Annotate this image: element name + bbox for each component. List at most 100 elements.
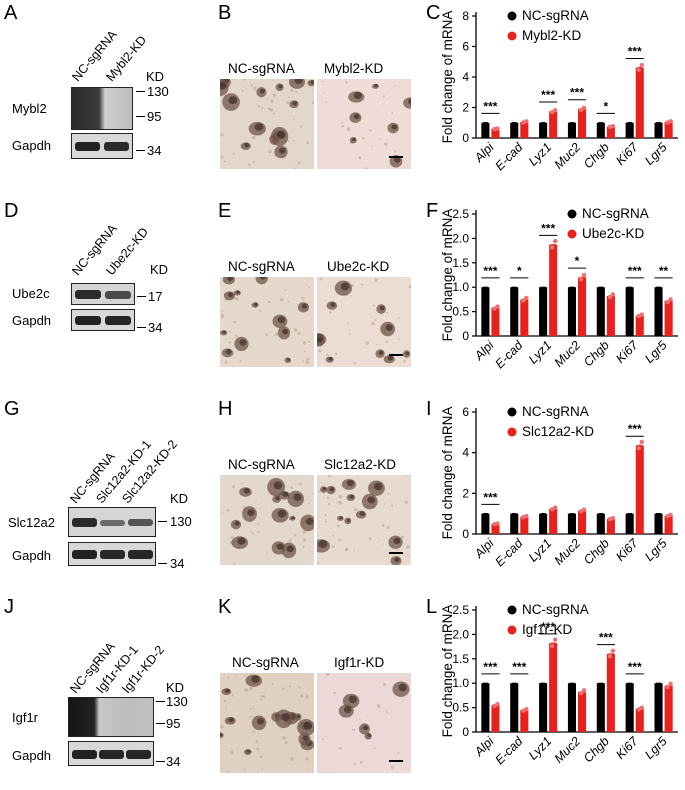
bar [539,122,548,138]
bar [510,683,519,732]
x-tick-label: E-cad [492,337,526,371]
panel-label-c: C [426,2,441,24]
bar [491,523,500,534]
significance-label: * [604,99,609,113]
protein-label-mybl2: Mybl2 [12,101,47,116]
data-point [578,276,584,282]
western-blot-gapdh [68,741,154,766]
bar [635,315,644,336]
panel-label-f: F [426,200,439,222]
bar [481,683,490,732]
marker-130: 130 [166,694,188,709]
y-tick-label: 2.0 [452,627,469,641]
significance-label: ** [659,264,669,278]
western-blot-igf1r [68,697,154,737]
x-tick-label: Chgb [581,734,612,765]
bar [625,287,634,336]
x-tick-label: E-cad [492,733,526,767]
micrograph-control [220,277,314,367]
y-axis-label: Fold change of mRNA [440,11,455,144]
data-point [521,298,526,303]
panel-label-e: E [218,200,232,222]
data-point [636,446,641,451]
bar [578,109,587,138]
x-tick-label: Muc2 [552,734,584,766]
legend-label: Igf1r-KD [522,622,573,637]
x-tick-label: Lyz1 [526,734,554,762]
x-tick-label: Muc2 [552,338,584,370]
bar [567,122,576,138]
bar [606,518,615,534]
bar [510,287,519,336]
y-tick-label: 2.5 [452,603,469,617]
bar [664,300,673,336]
bar [606,653,615,732]
data-point [607,517,613,522]
legend-label: NC-sgRNA [522,404,589,419]
protein-label-gapdh: Gapdh [12,313,52,328]
micrograph-kd [317,475,411,565]
marker-95: 95 [147,109,162,124]
data-point [578,690,584,696]
legend-label: Slc12a2-KD [522,424,594,439]
bar [491,307,500,336]
bar [491,705,500,732]
x-tick-label: Lyz1 [526,338,554,366]
legend-marker [507,427,517,437]
bar [481,122,490,138]
panel-label-l: L [426,596,438,618]
significance-label: *** [628,264,642,278]
western-blot-gapdh [71,133,133,159]
bar [654,287,663,336]
y-axis-label: Fold change of mRNA [440,407,455,540]
protein-label-igf1r: Igf1r [12,710,39,725]
micro-title-control: NC-sgRNA [228,61,295,76]
bar [578,277,587,336]
western-blot-gapdh [68,542,156,566]
y-axis-label: Fold change of mRNA [440,209,455,342]
data-point [492,306,497,311]
data-point [578,107,584,113]
data-point [552,238,558,244]
legend-marker [507,31,517,41]
bar [578,510,587,534]
bar [606,295,615,336]
y-tick-label: 2 [462,486,469,500]
protein-label-ube2c: Ube2c [12,286,50,301]
y-tick-label: 2.5 [452,207,469,221]
bar [549,508,558,534]
legend-marker [567,229,577,239]
bar [625,683,634,732]
significance-label: *** [628,660,642,674]
micro-title-kd: Mybl2-KD [324,61,384,76]
data-point [665,299,670,305]
y-axis-label: Fold change of mRNA [440,605,455,738]
protein-label-gapdh: Gapdh [12,138,52,153]
bar [596,683,605,732]
kd-unit: KD [146,69,165,84]
x-tick-label: Lgr5 [642,536,670,564]
legend-marker [507,625,517,635]
bar [491,128,500,138]
micro-title-control: NC-sgRNA [228,457,295,472]
data-point [607,294,613,300]
data-point [665,684,670,690]
panel-label-j: J [4,596,14,618]
x-tick-label: Chgb [581,338,612,369]
marker-34: 34 [170,556,185,571]
data-point [549,507,555,512]
y-tick-label: 2.0 [452,231,469,245]
bar [510,122,519,138]
data-point [668,297,673,302]
y-tick-label: 4 [462,446,469,460]
data-point [552,637,558,642]
micro-title-control: NC-sgRNA [232,655,299,670]
panel-label-h: H [218,398,233,420]
y-tick-label: 0.5 [452,305,469,319]
kd-unit: KD [170,491,189,506]
micro-title-kd: Ube2c-KD [327,259,390,274]
data-point [636,67,641,73]
data-point [639,439,644,445]
x-tick-label: Lgr5 [642,338,670,366]
